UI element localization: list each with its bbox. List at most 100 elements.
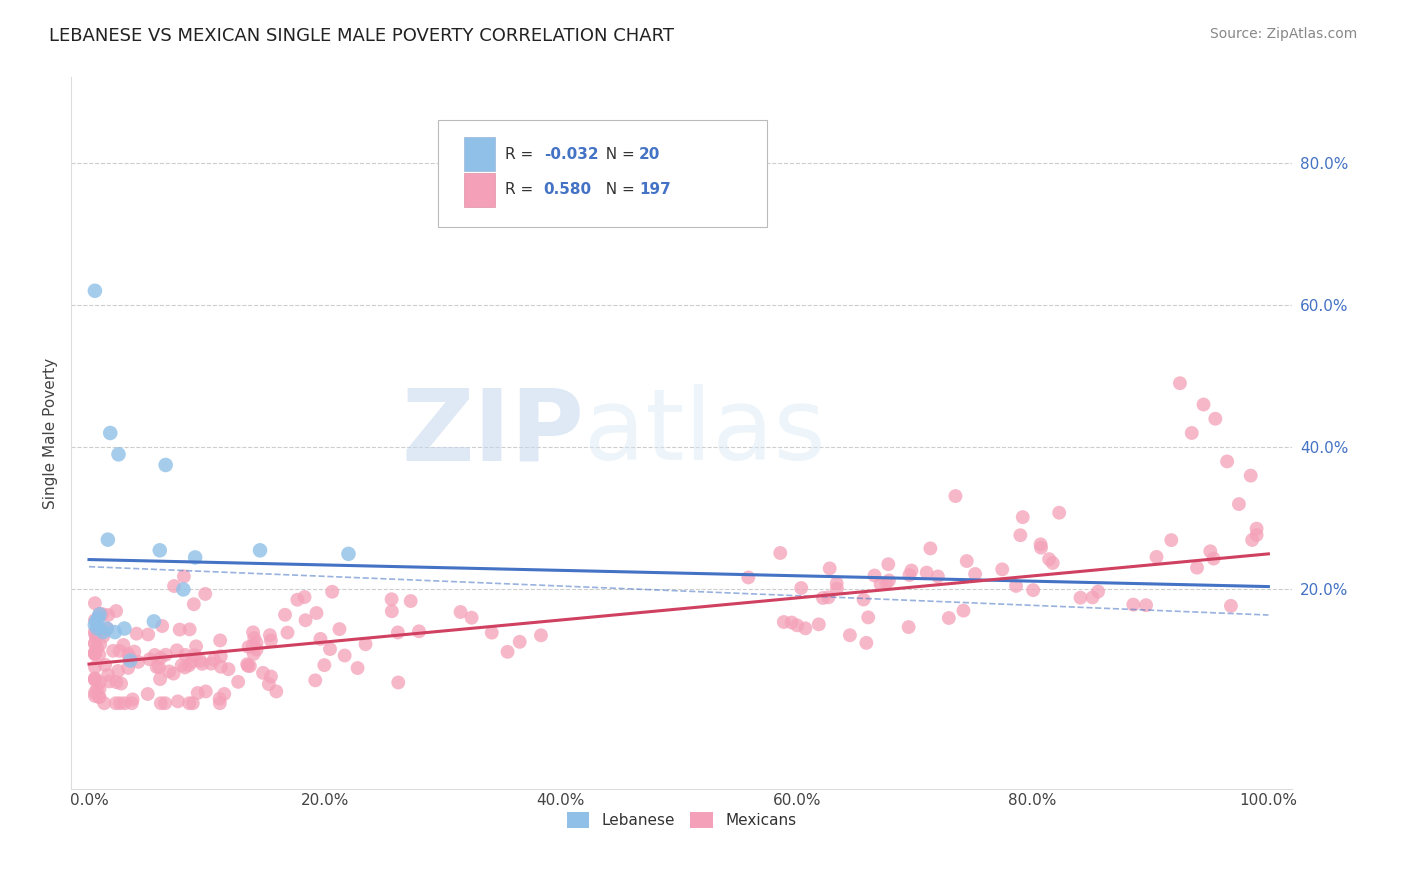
Point	[149, 650, 172, 665]
Point	[333, 648, 356, 663]
Point	[226, 674, 249, 689]
Point	[208, 696, 231, 710]
Point	[794, 621, 817, 635]
Point	[236, 658, 259, 673]
Point	[143, 648, 166, 662]
Point	[354, 637, 377, 651]
Point	[927, 569, 949, 583]
Point	[84, 660, 107, 674]
Point	[1022, 583, 1045, 598]
Point	[920, 541, 942, 556]
Point	[136, 687, 159, 701]
Point	[149, 543, 172, 558]
Point	[153, 696, 176, 710]
Point	[83, 284, 105, 298]
Point	[150, 619, 173, 633]
Point	[737, 570, 759, 584]
Point	[104, 625, 127, 640]
Point	[965, 566, 987, 581]
Point	[83, 673, 105, 687]
Point	[811, 591, 834, 605]
Point	[276, 625, 298, 640]
Point	[287, 592, 309, 607]
Point	[1029, 537, 1052, 551]
Point	[96, 622, 118, 636]
Point	[1122, 598, 1144, 612]
Point	[1011, 510, 1033, 524]
Point	[825, 582, 848, 596]
Point	[1168, 376, 1191, 391]
Point	[294, 590, 316, 604]
Point	[249, 543, 271, 558]
Point	[89, 607, 111, 621]
Point	[1135, 598, 1157, 612]
Point	[149, 672, 172, 686]
Point	[127, 655, 149, 669]
FancyBboxPatch shape	[437, 120, 768, 227]
Point	[1087, 584, 1109, 599]
Point	[183, 597, 205, 611]
Point	[172, 582, 194, 597]
Point	[97, 607, 120, 622]
Point	[98, 425, 121, 440]
Point	[855, 636, 877, 650]
Point	[83, 647, 105, 661]
Point	[105, 675, 128, 690]
Point	[110, 676, 132, 690]
Y-axis label: Single Male Poverty: Single Male Poverty	[44, 358, 58, 508]
Point	[239, 659, 262, 673]
Point	[266, 684, 288, 698]
Point	[187, 686, 209, 700]
Point	[915, 566, 938, 580]
Point	[1219, 599, 1241, 613]
Point	[86, 622, 108, 636]
Point	[274, 607, 297, 622]
Point	[125, 626, 148, 640]
Text: 197: 197	[638, 182, 671, 197]
Point	[877, 558, 900, 572]
Point	[174, 648, 197, 662]
Point	[259, 628, 281, 642]
Point	[120, 654, 142, 668]
Point	[89, 648, 111, 662]
Point	[105, 604, 128, 618]
Point	[188, 654, 211, 668]
Point	[142, 615, 165, 629]
Point	[321, 584, 343, 599]
Point	[179, 696, 201, 710]
Point	[83, 647, 105, 661]
Point	[408, 624, 430, 639]
Point	[83, 645, 105, 659]
Point	[89, 681, 111, 696]
Point	[956, 554, 979, 568]
Point	[1010, 528, 1032, 542]
Point	[1185, 560, 1208, 574]
Point	[337, 547, 360, 561]
Point	[166, 643, 188, 657]
Point	[991, 562, 1014, 576]
Point	[163, 579, 186, 593]
Point	[157, 665, 180, 679]
Point	[1192, 398, 1215, 412]
Point	[149, 696, 172, 710]
Point	[863, 568, 886, 582]
Point	[1181, 425, 1204, 440]
Point	[146, 660, 169, 674]
Point	[509, 635, 531, 649]
Point	[194, 587, 217, 601]
Point	[869, 577, 891, 591]
Point	[177, 658, 200, 673]
Point	[83, 673, 105, 687]
Point	[305, 606, 328, 620]
Point	[780, 615, 803, 630]
Point	[121, 692, 143, 706]
Point	[260, 669, 283, 683]
Point	[121, 696, 143, 710]
Point	[858, 610, 880, 624]
Point	[1146, 549, 1168, 564]
FancyBboxPatch shape	[464, 137, 495, 171]
Point	[257, 677, 280, 691]
Point	[91, 625, 114, 640]
Point	[117, 647, 139, 661]
Text: Source: ZipAtlas.com: Source: ZipAtlas.com	[1209, 27, 1357, 41]
